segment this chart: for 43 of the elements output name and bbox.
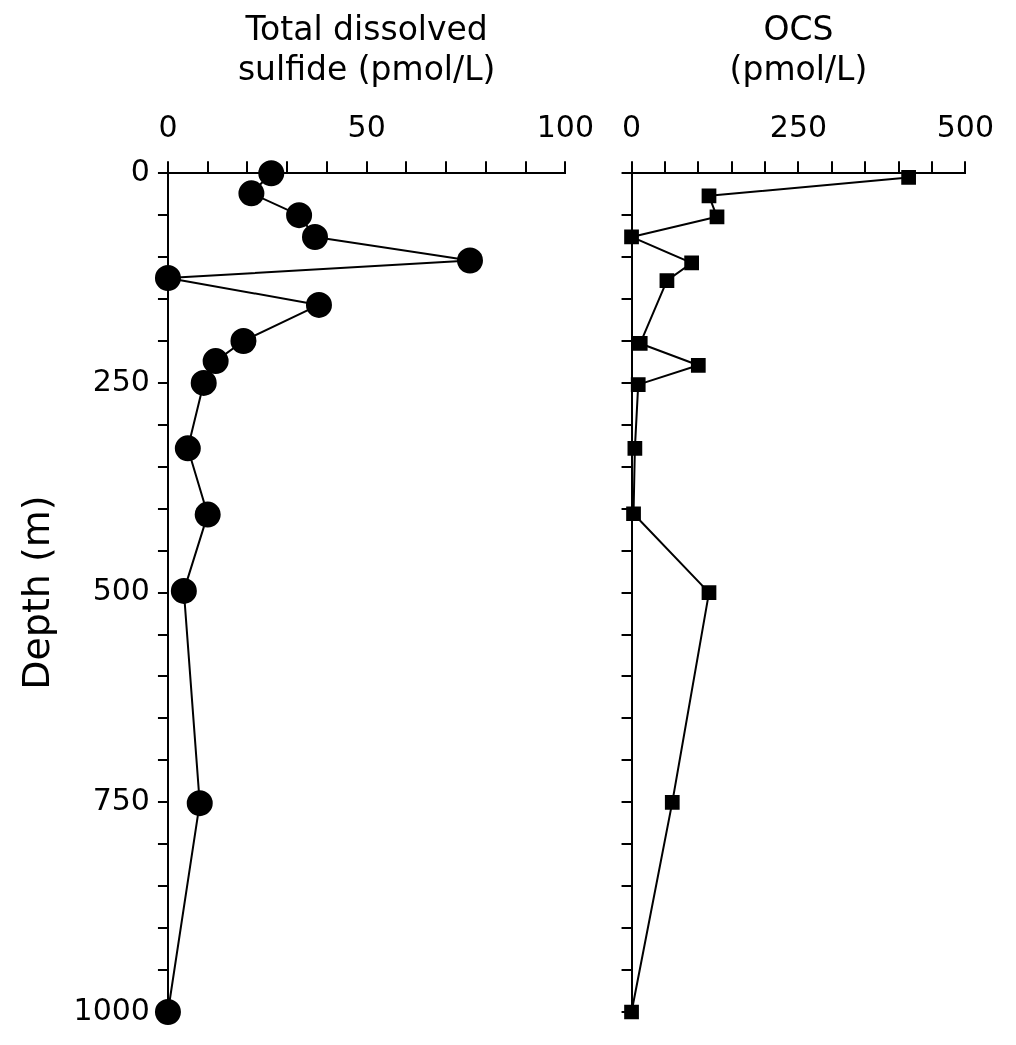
y-tick-label: 500 (92, 572, 150, 608)
x-axis-title: Total dissolved sulfide (pmol/L) (237, 9, 496, 88)
point (690, 357, 706, 373)
x-tick-label: 0 (622, 109, 642, 144)
y-tick-label: 1000 (73, 991, 150, 1027)
point (456, 247, 483, 274)
x-tick-label: 500 (936, 109, 994, 144)
y-tick-label: 750 (92, 782, 150, 818)
point (659, 273, 675, 288)
point (630, 377, 646, 392)
point (701, 585, 717, 600)
x-tick-label: 250 (769, 109, 828, 144)
point (186, 790, 213, 817)
y-tick-label: 250 (92, 362, 150, 398)
point (305, 291, 332, 318)
point (709, 209, 725, 225)
point (701, 188, 717, 204)
point (238, 180, 265, 207)
point (626, 506, 641, 522)
point (624, 1004, 639, 1020)
point (664, 794, 680, 810)
point (170, 577, 197, 604)
y-axis-title: Depth (m) (13, 495, 58, 690)
x-tick-label: 0 (158, 109, 178, 144)
x-tick-label: 50 (347, 109, 386, 144)
point (154, 265, 181, 292)
point (174, 435, 201, 462)
point (230, 327, 257, 354)
point (202, 348, 229, 375)
point (194, 501, 221, 528)
point (190, 369, 217, 396)
x-axis-title: OCS (pmol/L) (729, 9, 868, 88)
point (154, 999, 181, 1025)
point (901, 170, 916, 185)
point (632, 336, 648, 351)
y-tick-label: 0 (130, 153, 150, 188)
point (286, 202, 313, 229)
point (627, 440, 643, 456)
point (624, 229, 639, 245)
point (258, 160, 285, 187)
point (301, 223, 328, 250)
point (684, 255, 699, 271)
x-tick-label: 100 (536, 109, 594, 144)
